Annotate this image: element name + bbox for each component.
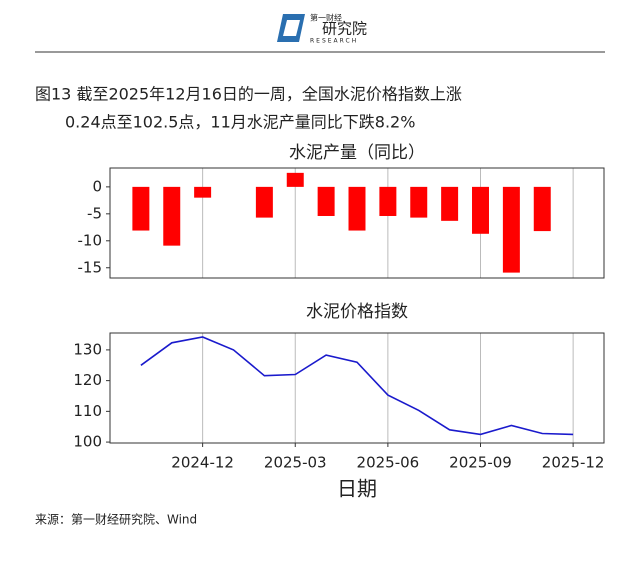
caption-line: 0.24点至102.5点，11月水泥产量同比下跌8.2% — [65, 113, 415, 132]
x-tick-label: 2025-06 — [357, 454, 420, 472]
bar — [472, 186, 489, 234]
y-tick-label: 100 — [73, 433, 102, 451]
y-tick-label: 0 — [92, 177, 102, 195]
y-tick-label: 120 — [73, 371, 102, 389]
x-tick-label: 2024-12 — [171, 454, 234, 472]
bar — [379, 186, 397, 216]
logo-main: 研究院 — [322, 20, 367, 38]
x-tick-label: 2025-03 — [264, 454, 327, 472]
y-tick-label: -5 — [87, 204, 102, 222]
bar — [502, 186, 520, 273]
bar — [194, 186, 212, 198]
x-tick-label: 2025-09 — [449, 454, 512, 472]
price-line — [140, 336, 574, 436]
logo-icon-inner — [283, 20, 300, 36]
bar — [286, 172, 304, 187]
bar — [132, 186, 150, 231]
y-tick-label: -10 — [78, 231, 103, 249]
y-tick-label: -15 — [78, 258, 103, 276]
bar — [533, 186, 551, 232]
logo: 第一财经 研究院 RESEARCH — [277, 13, 367, 45]
bar — [441, 186, 459, 221]
plot-frame — [109, 167, 605, 279]
x-axis-label: 日期 — [337, 477, 377, 501]
bar — [255, 186, 273, 218]
y-tick-label: 110 — [73, 402, 102, 420]
chart-title: 水泥产量（同比） — [289, 143, 425, 163]
source: 来源：第一财经研究院、Wind — [35, 512, 197, 527]
chart-title: 水泥价格指数 — [306, 302, 408, 322]
x-tick-label: 2025-12 — [542, 454, 605, 472]
bar — [163, 186, 181, 246]
plot-frame — [109, 332, 605, 444]
logo-sub: RESEARCH — [310, 38, 358, 45]
bar — [410, 186, 428, 218]
bar — [348, 186, 366, 231]
logo-top: 第一财经 — [310, 13, 342, 23]
bar — [317, 186, 335, 216]
caption-line: 图13 截至2025年12月16日的一周，全国水泥价格指数上涨 — [35, 85, 462, 104]
y-tick-label: 130 — [73, 340, 102, 358]
